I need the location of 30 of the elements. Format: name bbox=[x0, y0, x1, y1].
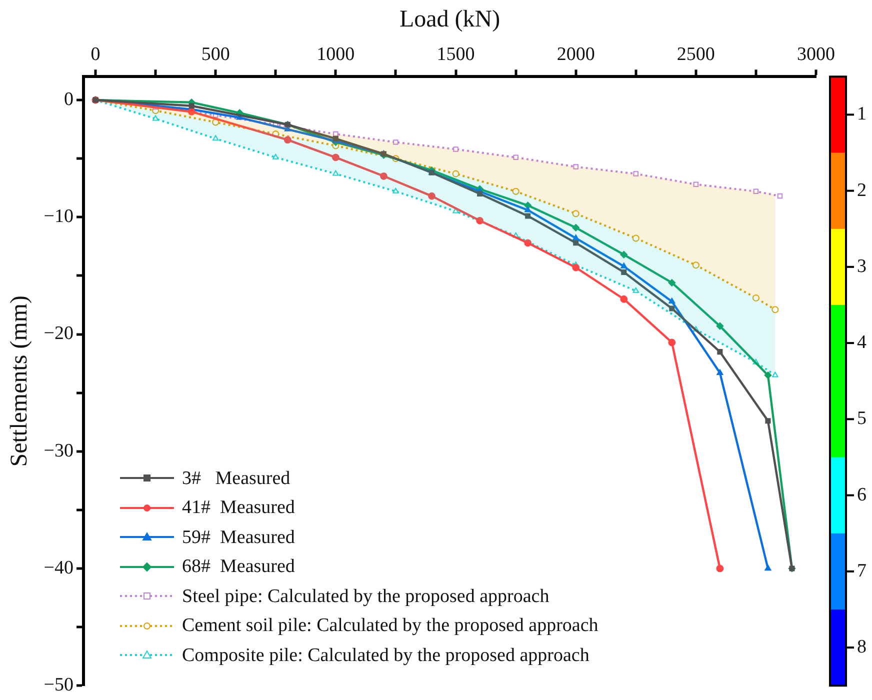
color-bar-label: 5 bbox=[857, 408, 866, 430]
color-bar-label: 1 bbox=[857, 104, 866, 125]
x-tick-label: 2000 bbox=[556, 44, 595, 66]
legend-label: 3# Measured bbox=[182, 466, 290, 490]
color-bar-label: 8 bbox=[857, 636, 866, 658]
y-axis-title: Settlements (mm) bbox=[6, 295, 33, 467]
legend-label: 59# Measured bbox=[182, 526, 295, 550]
y-tick-label: −20 bbox=[44, 323, 74, 344]
legend-label: 68# Measured bbox=[182, 555, 295, 579]
legend-label: Cement soil pile: Calculated by the proposed approach bbox=[182, 614, 598, 638]
y-tick-label: −50 bbox=[44, 674, 74, 696]
y-tick-label: −30 bbox=[44, 440, 74, 462]
legend-label: 41# Measured bbox=[182, 496, 295, 520]
x-tick-label: 2500 bbox=[676, 44, 715, 66]
x-tick-label: 3000 bbox=[797, 44, 835, 66]
y-tick-label: 0 bbox=[64, 89, 74, 110]
x-tick-label: 500 bbox=[201, 44, 230, 66]
y-tick-label: −40 bbox=[44, 557, 74, 578]
y-tick-label: −10 bbox=[44, 206, 74, 228]
x-tick-label: 1500 bbox=[436, 44, 475, 66]
color-bar-label: 3 bbox=[857, 256, 866, 277]
x-tick-label: 0 bbox=[90, 44, 100, 66]
x-axis-title: Load (kN) bbox=[399, 6, 500, 33]
legend-label: Steel pipe: Calculated by the proposed approach bbox=[182, 584, 550, 608]
color-bar-label: 7 bbox=[857, 560, 866, 582]
color-bar-label: 2 bbox=[857, 180, 866, 201]
color-bar-label: 4 bbox=[857, 332, 867, 354]
legend-label: Composite pile: Calculated by the proposed approach bbox=[182, 644, 590, 668]
x-tick-label: 1000 bbox=[316, 44, 355, 66]
color-bar-label: 6 bbox=[857, 484, 866, 506]
